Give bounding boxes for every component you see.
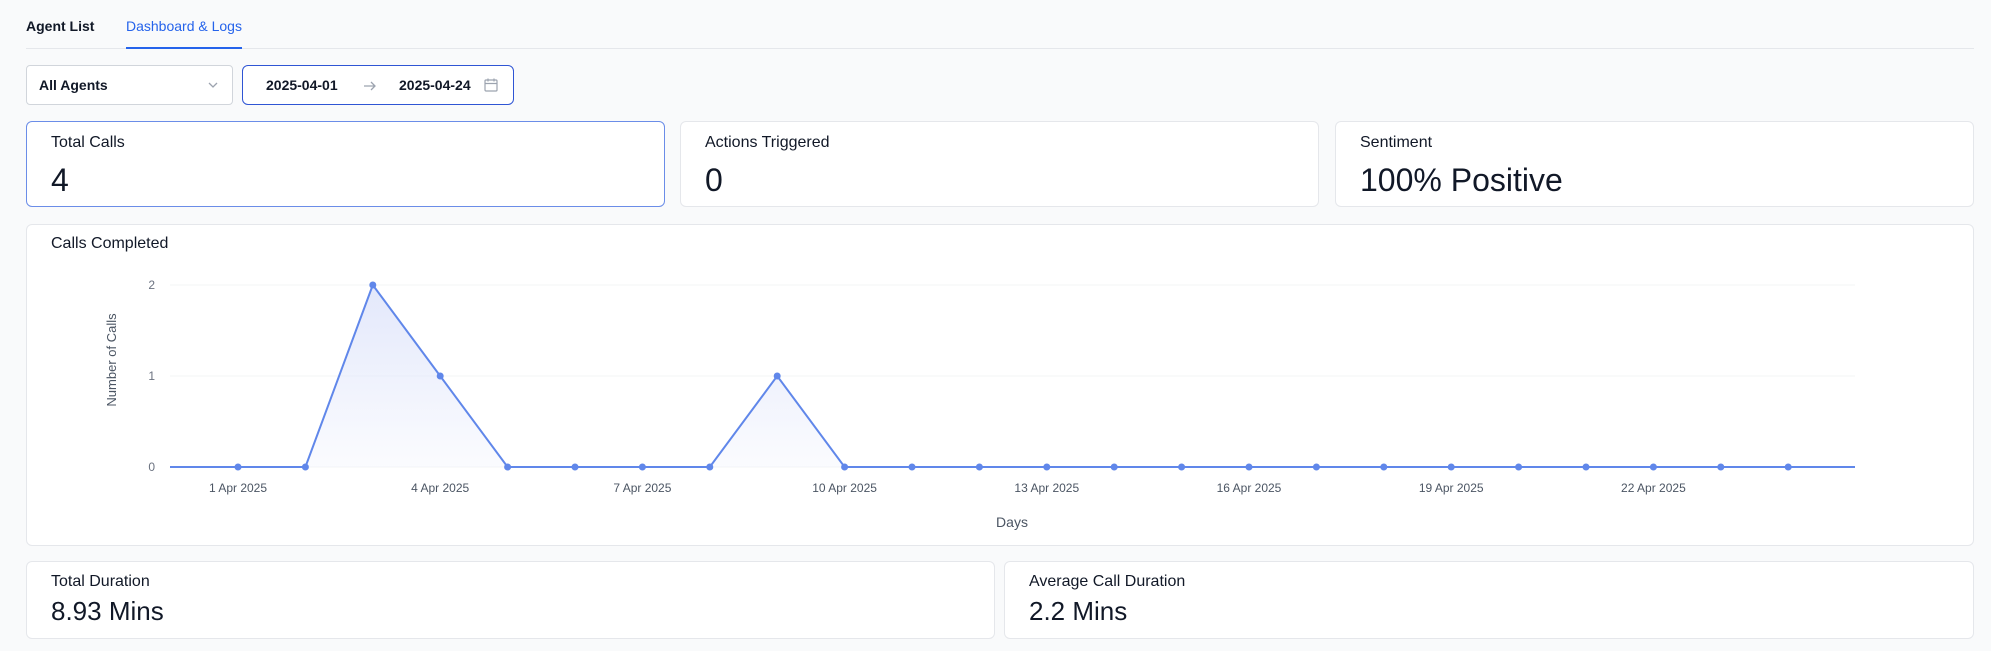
- total-duration-label: Total Duration: [51, 573, 150, 590]
- y-axis-label: Number of Calls: [104, 313, 119, 407]
- average-duration-label: Average Call Duration: [1029, 573, 1186, 590]
- total-calls-value: 4: [51, 162, 69, 198]
- average-duration-value: 2.2 Mins: [1029, 596, 1128, 626]
- total-calls-label: Total Calls: [51, 134, 125, 151]
- data-point: [1717, 463, 1725, 471]
- agent-select[interactable]: All Agents: [26, 65, 233, 105]
- date-range-picker[interactable]: 2025-04-01 2025-04-24: [242, 65, 514, 105]
- data-point: [1649, 463, 1657, 471]
- sentiment-value: 100% Positive: [1360, 162, 1563, 198]
- average-duration-card: Average Call Duration 2.2 Mins: [1004, 561, 1974, 639]
- x-tick-label: 10 Apr 2025: [812, 481, 877, 495]
- data-point: [1245, 463, 1253, 471]
- data-point: [1110, 463, 1118, 471]
- actions-triggered-label: Actions Triggered: [705, 134, 830, 151]
- end-date-input[interactable]: 2025-04-24: [399, 77, 471, 93]
- total-duration-card: Total Duration 8.93 Mins: [26, 561, 995, 639]
- y-tick-label: 2: [148, 278, 155, 292]
- x-tick-label: 4 Apr 2025: [411, 481, 469, 495]
- calls-completed-chart: 0 1 2 1 Apr 2025 4 Apr 2025 7 Apr 2025 10 Apr …: [104, 278, 1855, 530]
- x-tick-label: 7 Apr 2025: [613, 481, 671, 495]
- sentiment-label: Sentiment: [1360, 134, 1433, 151]
- data-point: [1515, 463, 1523, 471]
- x-tick-label: 19 Apr 2025: [1419, 481, 1484, 495]
- data-point: [436, 372, 444, 380]
- data-point: [841, 463, 849, 471]
- data-point: [301, 463, 309, 471]
- data-point: [1312, 463, 1320, 471]
- chart-area: [170, 285, 1855, 467]
- data-point: [1582, 463, 1590, 471]
- calendar-icon[interactable]: [483, 77, 499, 93]
- total-calls-card[interactable]: Total Calls 4: [26, 121, 665, 207]
- x-tick-label: 1 Apr 2025: [209, 481, 267, 495]
- data-point: [1380, 463, 1388, 471]
- data-point: [504, 463, 512, 471]
- data-point: [1784, 463, 1792, 471]
- tab-bar: Agent List Dashboard & Logs: [26, 0, 1974, 49]
- x-tick-label: 13 Apr 2025: [1014, 481, 1079, 495]
- data-point: [1043, 463, 1051, 471]
- x-axis-label: Days: [996, 514, 1028, 530]
- data-point: [706, 463, 714, 471]
- data-point: [638, 463, 646, 471]
- data-point: [908, 463, 916, 471]
- arrow-right-icon: [364, 81, 376, 91]
- y-tick-label: 1: [148, 369, 155, 383]
- x-tick-label: 16 Apr 2025: [1217, 481, 1282, 495]
- data-point: [1178, 463, 1186, 471]
- chevron-down-icon: [208, 82, 218, 88]
- total-duration-value: 8.93 Mins: [51, 596, 164, 626]
- start-date-input[interactable]: 2025-04-01: [266, 77, 338, 93]
- tab-dashboard-logs[interactable]: Dashboard & Logs: [126, 18, 242, 49]
- actions-triggered-card[interactable]: Actions Triggered 0: [680, 121, 1319, 207]
- y-tick-label: 0: [148, 460, 155, 474]
- calls-completed-chart-card: Calls Completed 0 1 2 1 Apr 2025 4 Apr 2025 7…: [26, 224, 1974, 546]
- data-point: [975, 463, 983, 471]
- chart-title: Calls Completed: [51, 235, 169, 252]
- sentiment-card[interactable]: Sentiment 100% Positive: [1335, 121, 1974, 207]
- data-point: [369, 281, 377, 289]
- x-tick-label: 22 Apr 2025: [1621, 481, 1686, 495]
- data-point: [571, 463, 579, 471]
- data-point: [1447, 463, 1455, 471]
- agent-select-value: All Agents: [39, 77, 108, 93]
- data-point: [234, 463, 242, 471]
- actions-triggered-value: 0: [705, 162, 723, 198]
- tab-agent-list[interactable]: Agent List: [26, 18, 95, 34]
- data-point: [773, 372, 781, 380]
- chart-line: [170, 282, 1855, 468]
